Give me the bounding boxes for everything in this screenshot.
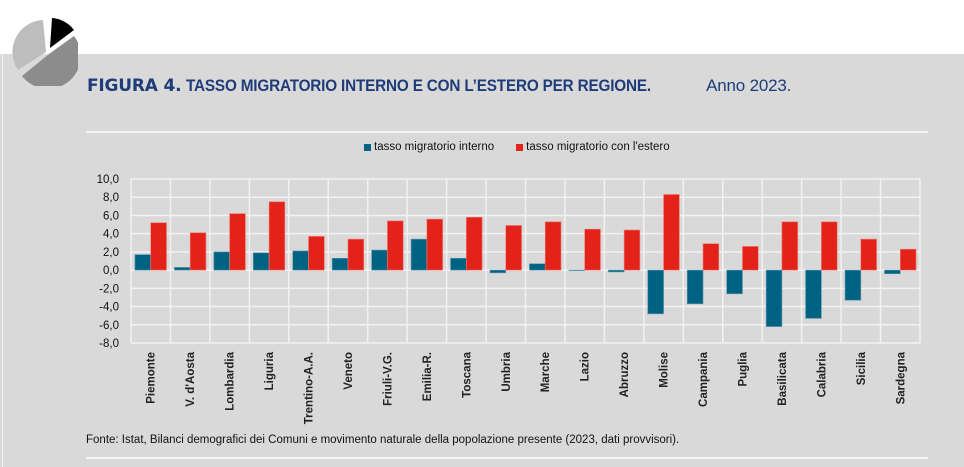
- x-category-label: V. d'Aosta: [185, 351, 197, 406]
- bar-estero: [899, 248, 917, 271]
- legend-swatch-estero: [516, 143, 524, 151]
- bar-interno: [134, 254, 152, 271]
- x-category-label: Sardegna: [895, 351, 907, 404]
- source-note: Fonte: Istat, Bilanci demografici dei Co…: [86, 434, 680, 446]
- figure-label: FIGURA 4.: [87, 76, 182, 96]
- bar-estero: [229, 213, 246, 271]
- y-tick-label: -6,0: [99, 320, 119, 332]
- bar-interno: [371, 249, 388, 271]
- chart-legend: tasso migratorio interno tasso migratori…: [364, 141, 670, 153]
- y-tick-label: -2,0: [99, 283, 119, 295]
- bar-estero: [308, 236, 325, 271]
- bar-interno: [686, 269, 704, 305]
- x-category-label: Friuli-V.G.: [382, 352, 394, 406]
- y-tick-label: -8,0: [99, 338, 119, 350]
- bar-interno: [726, 269, 743, 295]
- x-category-label: Puglia: [737, 351, 749, 386]
- y-tick-label: 0,0: [103, 265, 119, 277]
- bar-interno: [805, 269, 822, 319]
- x-category-label: Molise: [659, 352, 671, 388]
- bar-interno: [489, 269, 507, 274]
- bar-estero: [860, 238, 877, 271]
- top-divider: [86, 131, 928, 133]
- legend-swatch-interno: [364, 143, 371, 151]
- bar-estero: [821, 221, 838, 271]
- bar-interno: [647, 269, 664, 315]
- bar-estero: [466, 216, 483, 271]
- bar-estero: [584, 228, 601, 271]
- bar-estero: [781, 221, 799, 271]
- figure-title: FIGURA 4. TASSO MIGRATORIO INTERNO E CON…: [87, 76, 791, 96]
- x-category-label: Basilicata: [777, 351, 789, 405]
- x-category-label: Lombardia: [225, 351, 237, 410]
- bar-estero: [347, 238, 365, 271]
- legend-item-interno: tasso migratorio interno: [364, 141, 494, 153]
- bar-interno: [252, 252, 270, 271]
- x-category-label: Umbria: [501, 351, 513, 391]
- bar-interno: [450, 257, 467, 271]
- bar-estero: [387, 220, 404, 271]
- bar-interno: [174, 267, 191, 271]
- bar-estero: [505, 225, 522, 271]
- bar-interno: [568, 269, 585, 272]
- x-category-label: Abruzzo: [619, 352, 631, 397]
- bar-interno: [410, 238, 428, 271]
- bar-estero: [268, 201, 286, 271]
- x-category-label: Sicilia: [856, 351, 868, 385]
- bar-interno: [331, 257, 349, 271]
- bar-interno: [292, 250, 309, 271]
- bar-estero: [426, 218, 443, 271]
- bar-estero: [544, 221, 562, 271]
- x-category-label: Veneto: [343, 352, 355, 390]
- bar-interno: [608, 269, 625, 273]
- x-category-label: Campania: [698, 351, 710, 407]
- x-category-label: Trentino-A.A.: [304, 352, 316, 424]
- bar-estero: [623, 229, 641, 271]
- legend-label-estero: tasso migratorio con l'estero: [526, 141, 670, 153]
- bar-estero: [663, 194, 680, 271]
- bar-estero: [189, 232, 207, 271]
- bar-estero: [742, 246, 759, 271]
- x-category-label: Calabria: [816, 351, 828, 397]
- bar-estero: [702, 243, 720, 271]
- y-tick-label: 10,0: [97, 174, 119, 186]
- x-category-label: Marche: [540, 352, 552, 392]
- panel-edge: [2, 54, 3, 467]
- pie-chart-logo-icon: [12, 18, 78, 86]
- y-tick-label: 8,0: [103, 192, 119, 204]
- figure-title-text: TASSO MIGRATORIO INTERNO E CON L’ESTERO …: [185, 76, 651, 95]
- bottom-divider: [86, 457, 928, 459]
- x-category-label: Toscana: [461, 351, 473, 397]
- y-tick-label: 6,0: [103, 210, 119, 222]
- bar-interno: [765, 269, 783, 327]
- bar-interno: [844, 269, 862, 301]
- x-category-label: Piemonte: [146, 352, 158, 404]
- x-category-label: Liguria: [264, 351, 276, 390]
- y-tick-label: -4,0: [99, 302, 119, 314]
- bar-interno: [213, 251, 230, 271]
- bar-interno: [884, 269, 901, 275]
- bar-interno: [529, 263, 546, 271]
- legend-label-interno: tasso migratorio interno: [374, 141, 495, 153]
- x-category-label: Emilia-R.: [422, 352, 434, 401]
- y-tick-label: 2,0: [103, 247, 119, 259]
- x-category-label: Lazio: [580, 352, 592, 381]
- y-tick-label: 4,0: [103, 229, 119, 241]
- bar-estero: [150, 222, 167, 271]
- legend-item-estero: tasso migratorio con l'estero: [516, 141, 670, 153]
- figure-year: Anno 2023.: [706, 76, 792, 95]
